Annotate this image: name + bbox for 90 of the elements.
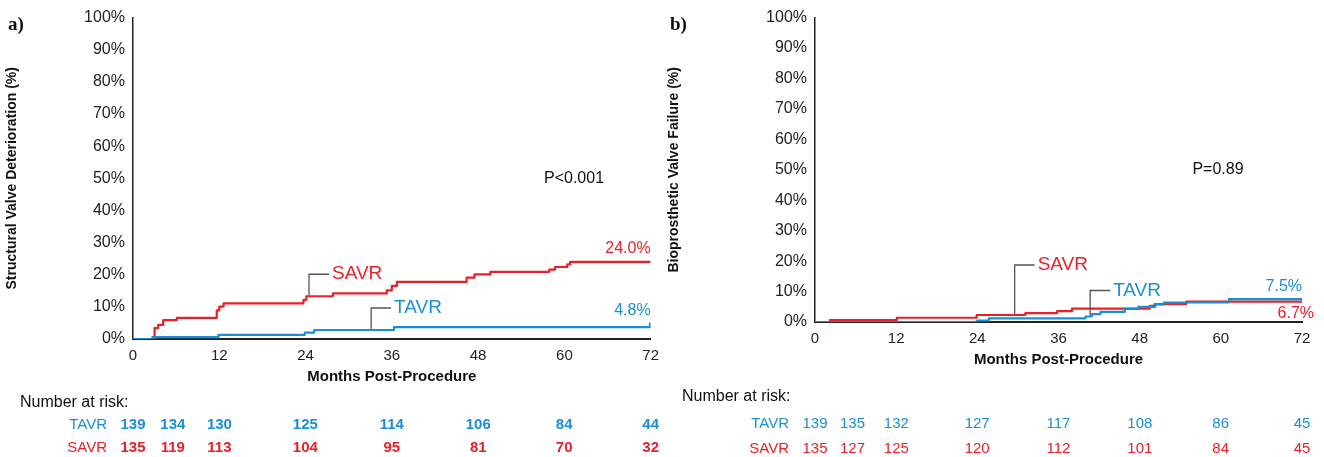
y-tick-label: 100%: [766, 8, 807, 26]
text: 127: [839, 439, 866, 457]
text: 135: [839, 414, 866, 432]
data-label: 24.0%: [605, 239, 651, 257]
y-tick-label: 20%: [774, 251, 807, 269]
series-label: SAVR: [1037, 253, 1089, 275]
text: 84: [555, 415, 574, 433]
text: 134: [160, 415, 187, 433]
y-tick-label: 80%: [774, 68, 807, 86]
series-label: TAVR: [1113, 278, 1162, 300]
x-tick-label: 36: [1050, 329, 1067, 347]
text: 125: [292, 415, 318, 433]
text: 44: [642, 415, 660, 433]
text: 70: [555, 438, 573, 456]
x-tick-label: 12: [887, 329, 905, 347]
x-tick-label: 48: [1131, 329, 1149, 347]
data-label: 7.5%: [1265, 276, 1302, 294]
x-tick-label: 0: [810, 329, 820, 347]
text: 135: [802, 439, 828, 457]
text: SAVR: [67, 438, 108, 456]
text: 108: [1127, 414, 1153, 432]
text: 86: [1212, 414, 1230, 432]
series-label: TAVR: [394, 296, 442, 318]
y-tick-label: 40%: [774, 190, 807, 208]
x-tick-label: 72: [1293, 329, 1311, 347]
x-tick-label: 48: [469, 346, 487, 364]
y-tick-label: 10%: [92, 297, 125, 315]
text: TAVR: [69, 415, 108, 433]
y-tick-label: 30%: [92, 232, 125, 250]
text: 127: [964, 414, 990, 432]
text: 45: [1293, 439, 1311, 457]
y-tick-label: 70%: [774, 99, 807, 117]
x-tick-label: 12: [210, 346, 228, 364]
y-tick-label: 40%: [92, 200, 125, 218]
x-tick-label: 24: [968, 329, 986, 347]
y-tick-label: 70%: [92, 104, 125, 122]
text: 120: [964, 439, 990, 457]
x-axis-title: Months Post-Procedure: [307, 367, 477, 385]
series-label: SAVR: [332, 262, 383, 284]
text: 95: [383, 438, 401, 456]
text: 81: [469, 438, 487, 456]
y-tick-label: 90%: [92, 40, 125, 58]
text: 104: [292, 438, 319, 456]
y-tick-label: 0%: [783, 312, 807, 330]
y-tick-label: 60%: [92, 136, 125, 154]
x-tick-label: 0: [128, 346, 138, 364]
y-tick-label: 80%: [92, 72, 125, 90]
text: 139: [802, 414, 828, 432]
text: 32: [642, 438, 659, 456]
text: 135: [120, 438, 146, 456]
y-tick-label: 100%: [84, 8, 125, 26]
annotation: P=0.89: [1192, 160, 1244, 178]
text: 132: [883, 414, 909, 432]
text: Number at risk:: [682, 387, 791, 405]
chart-title: a): [8, 13, 24, 35]
y-tick-label: 50%: [92, 168, 125, 186]
x-axis-title: Months Post-Procedure: [973, 350, 1144, 368]
text: 45: [1293, 414, 1311, 432]
y-tick-label: 50%: [774, 160, 807, 178]
text: TAVR: [751, 414, 790, 432]
text: 112: [1046, 439, 1071, 457]
y-tick-label: 30%: [774, 221, 807, 239]
x-tick-label: 60: [1212, 329, 1230, 347]
text: 113: [207, 438, 232, 456]
y-tick-label: 20%: [92, 265, 125, 283]
x-tick-label: 72: [642, 346, 659, 364]
text: 101: [1127, 439, 1153, 457]
data-label: 4.8%: [614, 300, 651, 318]
text: 114: [379, 415, 405, 433]
text: 139: [120, 415, 146, 433]
text: 130: [206, 415, 232, 433]
text: 106: [465, 415, 491, 433]
data-label: 6.7%: [1277, 304, 1314, 322]
text: 117: [1046, 414, 1071, 432]
text: 125: [883, 439, 909, 457]
text: Number at risk:: [20, 393, 129, 411]
x-tick-label: 24: [297, 346, 314, 364]
y-tick-label: 90%: [774, 38, 807, 56]
y-tick-label: 0%: [101, 329, 125, 347]
chart-title: b): [670, 13, 687, 35]
y-tick-label: 60%: [774, 129, 807, 147]
text: SAVR: [749, 439, 790, 457]
text: 119: [160, 438, 185, 456]
annotation: P<0.001: [544, 168, 605, 186]
y-axis-title: Bioprosthetic Valve Failure (%): [665, 67, 682, 273]
x-tick-label: 36: [383, 346, 401, 364]
text: 84: [1212, 439, 1230, 457]
y-tick-label: 10%: [774, 281, 807, 299]
y-axis-title: Structural Valve Deterioration (%): [3, 67, 20, 290]
x-tick-label: 60: [556, 346, 573, 364]
